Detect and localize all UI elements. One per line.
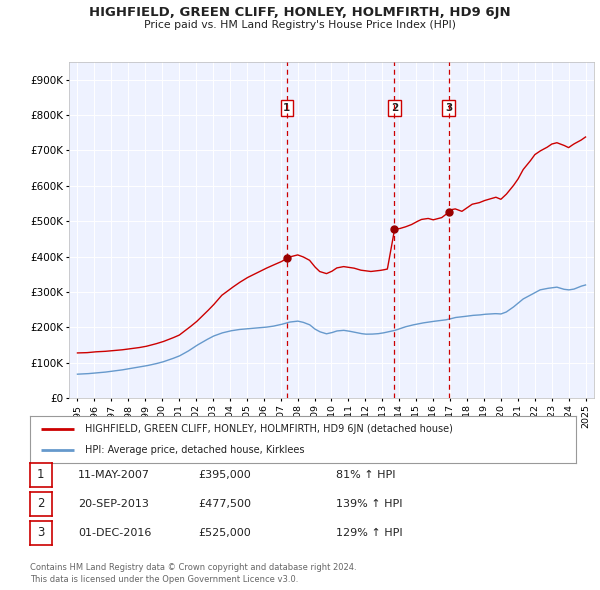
Text: 129% ↑ HPI: 129% ↑ HPI: [336, 528, 403, 537]
Text: 20-SEP-2013: 20-SEP-2013: [78, 499, 149, 509]
Text: 01-DEC-2016: 01-DEC-2016: [78, 528, 151, 537]
Text: HPI: Average price, detached house, Kirklees: HPI: Average price, detached house, Kirk…: [85, 445, 304, 455]
Text: Price paid vs. HM Land Registry's House Price Index (HPI): Price paid vs. HM Land Registry's House …: [144, 20, 456, 30]
Text: 139% ↑ HPI: 139% ↑ HPI: [336, 499, 403, 509]
Text: £477,500: £477,500: [198, 499, 251, 509]
Text: 1: 1: [37, 468, 44, 481]
Text: HIGHFIELD, GREEN CLIFF, HONLEY, HOLMFIRTH, HD9 6JN (detached house): HIGHFIELD, GREEN CLIFF, HONLEY, HOLMFIRT…: [85, 424, 452, 434]
Text: 81% ↑ HPI: 81% ↑ HPI: [336, 470, 395, 480]
Text: 3: 3: [445, 103, 452, 113]
Text: 3: 3: [37, 526, 44, 539]
Text: 2: 2: [37, 497, 44, 510]
Text: £395,000: £395,000: [198, 470, 251, 480]
Text: Contains HM Land Registry data © Crown copyright and database right 2024.: Contains HM Land Registry data © Crown c…: [30, 563, 356, 572]
Text: 2: 2: [391, 103, 398, 113]
Text: 11-MAY-2007: 11-MAY-2007: [78, 470, 150, 480]
Text: HIGHFIELD, GREEN CLIFF, HONLEY, HOLMFIRTH, HD9 6JN: HIGHFIELD, GREEN CLIFF, HONLEY, HOLMFIRT…: [89, 6, 511, 19]
Text: 1: 1: [283, 103, 290, 113]
Text: £525,000: £525,000: [198, 528, 251, 537]
Text: This data is licensed under the Open Government Licence v3.0.: This data is licensed under the Open Gov…: [30, 575, 298, 584]
